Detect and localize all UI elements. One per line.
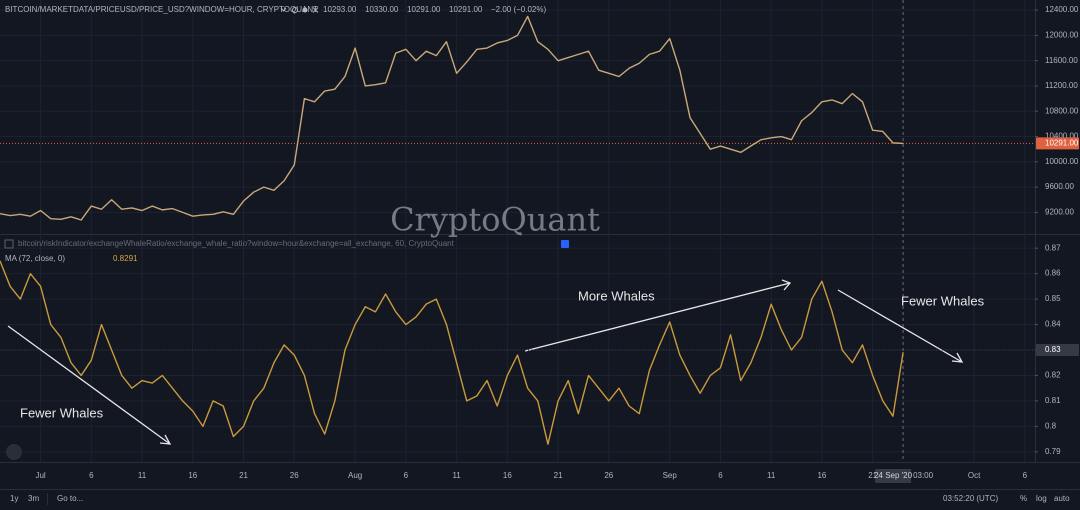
- ohlc-close: 10291.00: [449, 5, 483, 14]
- watermark: CryptoQuant: [390, 201, 600, 239]
- x-tick-label: 6: [404, 471, 409, 480]
- price-label-box: [1036, 137, 1079, 150]
- icon[interactable]: [302, 7, 308, 13]
- arrow-head: [781, 279, 792, 291]
- legend-entry: MA (72, close, 0): [5, 254, 65, 263]
- x-tick-label: 26: [604, 471, 613, 480]
- ohlc-open: 10293.00: [323, 5, 357, 14]
- ohlc-change: −2.00 (−0.02%): [491, 5, 546, 14]
- x-tick-label: Aug: [348, 471, 362, 480]
- log-toggle[interactable]: log: [1036, 494, 1047, 503]
- chart-title: BITCOIN/MARKETDATA/PRICEUSD/PRICE_USD?WI…: [5, 5, 318, 14]
- y-tick-label: 10800.00: [1045, 106, 1079, 115]
- y-tick-label: 11600.00: [1045, 56, 1078, 65]
- price-label-box: [1036, 344, 1079, 356]
- range-button[interactable]: 3m: [28, 494, 39, 503]
- y-tick-label: 0.86: [1045, 269, 1061, 278]
- series-line: [0, 15, 904, 221]
- y-tick-label: 11200.00: [1045, 81, 1078, 90]
- pane-icon[interactable]: [4, 239, 14, 249]
- crosshair-label: 24 Sep '20: [874, 471, 913, 480]
- ohlc-high: 10330.00: [365, 5, 399, 14]
- x-tick-label: 26: [290, 471, 299, 480]
- percent-toggle[interactable]: %: [1020, 494, 1027, 503]
- x-tick-label: 16: [188, 471, 197, 480]
- arrow: [7, 325, 171, 445]
- arrow: [524, 282, 791, 352]
- x-tick-label: 6: [718, 471, 723, 480]
- grid-layer: [0, 0, 1035, 462]
- y-tick-label: 12000.00: [1045, 31, 1079, 40]
- y-tick-label: 10400.00: [1045, 132, 1079, 141]
- price-label: 0.83: [1045, 345, 1061, 354]
- arrow-head: [159, 434, 172, 445]
- annotation: More Whales: [578, 288, 655, 303]
- arrow: [837, 289, 963, 363]
- annotation: Fewer Whales: [901, 293, 985, 308]
- crosshair-time: 03:00: [913, 471, 934, 480]
- x-tick-label: 21: [239, 471, 248, 480]
- y-tick-label: 0.84: [1045, 320, 1061, 329]
- price-label: 10291.00: [1045, 139, 1079, 148]
- x-tick-label: 16: [817, 471, 826, 480]
- x-tick-label: 6: [1023, 471, 1028, 480]
- icon: [280, 7, 287, 12]
- x-tick-label: Sep: [663, 471, 678, 480]
- x-tick-label: Jul: [35, 471, 45, 480]
- y-tick-label: 12400.00: [1045, 5, 1079, 14]
- y-tick-label: 0.85: [1045, 294, 1061, 303]
- annotation-arrows: [7, 279, 964, 445]
- y-tick-label: 0.8: [1045, 421, 1057, 430]
- legend-value: 0.8291: [113, 254, 138, 263]
- pane-badge: [561, 240, 569, 248]
- y-tick-label: 0.81: [1045, 396, 1061, 405]
- x-tick-label: 16: [503, 471, 512, 480]
- x-tick-label: 21: [868, 471, 877, 480]
- icon[interactable]: [292, 7, 298, 13]
- pane-title: bitcoin/riskIndicator/exchangeWhaleRatio…: [18, 239, 455, 248]
- x-tick-label: Oct: [968, 471, 981, 480]
- y-tick-label: 9200.00: [1045, 208, 1074, 217]
- x-tick-label: 6: [89, 471, 94, 480]
- x-tick-label: 21: [554, 471, 563, 480]
- annotation: Fewer Whales: [20, 405, 104, 420]
- x-tick-label: 11: [138, 471, 147, 480]
- y-tick-label: 9600.00: [1045, 182, 1074, 191]
- goto-button[interactable]: Go to...: [57, 494, 83, 503]
- arrow-head: [951, 352, 964, 363]
- cloud-icon[interactable]: [6, 444, 22, 460]
- y-tick-label: 0.82: [1045, 371, 1061, 380]
- ohlc-low: 10291.00: [407, 5, 441, 14]
- y-tick-label: 10000.00: [1045, 157, 1079, 166]
- y-tick-label: 0.87: [1045, 243, 1061, 252]
- y-tick-label: 0.79: [1045, 447, 1061, 456]
- auto-toggle[interactable]: auto: [1054, 494, 1070, 503]
- x-tick-label: 11: [452, 471, 461, 480]
- header-icons: [280, 7, 319, 13]
- x-tick-label: 11: [767, 471, 776, 480]
- crosshair-label-box: [875, 469, 912, 483]
- range-button[interactable]: 1y: [10, 494, 18, 503]
- clock: 03:52:20 (UTC): [943, 494, 998, 503]
- series-line: [0, 260, 904, 445]
- icon[interactable]: [312, 7, 319, 13]
